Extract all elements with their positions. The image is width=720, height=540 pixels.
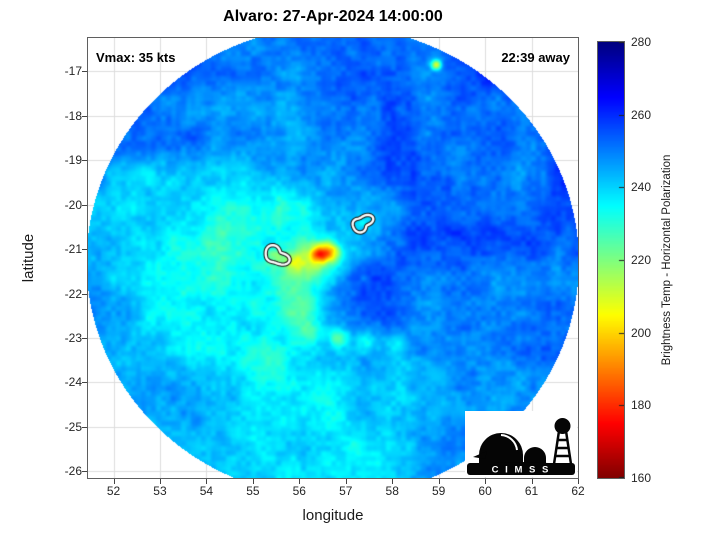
tower-icon	[552, 430, 573, 465]
cimss-logo: C I M S S	[465, 411, 577, 477]
x-tick-mark	[531, 479, 533, 484]
cimss-logo-text: C I M S S	[492, 465, 551, 476]
colorbar-tick-label: 280	[631, 35, 652, 49]
time-away-annotation: 22:39 away	[501, 50, 570, 65]
y-tick-mark	[82, 249, 87, 251]
y-tick-mark	[82, 426, 87, 428]
y-tick-label: -22	[64, 286, 82, 301]
y-tick-mark	[82, 71, 87, 73]
colorbar-tick-label: 180	[631, 398, 652, 413]
y-tick-mark	[82, 160, 87, 162]
x-tick-label: 56	[292, 484, 306, 498]
x-tick-mark	[113, 479, 115, 484]
x-tick-mark	[159, 479, 161, 484]
colorbar-tick-label: 240	[631, 180, 652, 195]
x-tick-mark	[299, 479, 301, 484]
y-tick-label: -21	[64, 242, 82, 257]
y-tick-label: -23	[64, 331, 82, 345]
y-tick-label: -18	[64, 108, 82, 123]
x-tick-mark	[578, 479, 579, 484]
y-tick-label: -20	[64, 197, 82, 212]
y-tick-label: -19	[64, 153, 82, 168]
x-tick-label: 57	[339, 484, 353, 498]
colorbar	[597, 41, 625, 479]
x-tick-label: 61	[524, 484, 539, 498]
colorbar-tick-label: 220	[631, 253, 652, 267]
x-tick-label: 54	[199, 484, 214, 498]
x-tick-label: 59	[431, 484, 446, 498]
y-tick-mark	[82, 204, 87, 206]
y-tick-mark	[82, 293, 87, 295]
plot-area	[87, 37, 579, 479]
y-tick-mark	[82, 382, 87, 384]
colorbar-tick-label: 160	[631, 471, 652, 485]
x-tick-mark	[252, 479, 254, 484]
x-tick-mark	[206, 479, 208, 484]
colorbar-canvas	[598, 42, 624, 478]
x-tick-label: 52	[106, 484, 121, 498]
y-tick-label: -26	[64, 464, 82, 479]
x-tick-label: 58	[385, 484, 399, 498]
dome-highlight	[500, 434, 518, 451]
x-tick-mark	[485, 479, 487, 484]
tower-dome-icon	[554, 418, 571, 434]
y-tick-label: -25	[64, 419, 82, 434]
x-tick-mark	[392, 479, 394, 484]
x-tick-mark	[438, 479, 440, 484]
colorbar-tick-label: 200	[631, 325, 652, 340]
small-dome-icon	[524, 447, 546, 464]
heatmap-canvas	[88, 38, 578, 478]
y-tick-label: -17	[64, 64, 82, 79]
colorbar-tick-label: 260	[631, 107, 652, 122]
x-tick-label: 55	[246, 484, 260, 498]
y-tick-mark	[82, 338, 87, 339]
vmax-annotation: Vmax: 35 kts	[96, 50, 176, 65]
y-tick-label: -24	[64, 375, 82, 390]
y-tick-mark	[82, 471, 87, 473]
page-title: Alvaro: 27-Apr-2024 14:00:00	[223, 8, 443, 25]
x-tick-label: 60	[478, 484, 492, 498]
dish-icon	[473, 451, 487, 459]
y-tick-mark	[82, 115, 87, 117]
x-tick-mark	[345, 479, 347, 484]
y-axis-label: latitude	[20, 233, 37, 283]
logo-band	[467, 463, 575, 475]
x-tick-label: 62	[571, 484, 585, 498]
x-tick-label: 53	[153, 484, 167, 498]
x-axis-label: longitude	[302, 507, 364, 524]
